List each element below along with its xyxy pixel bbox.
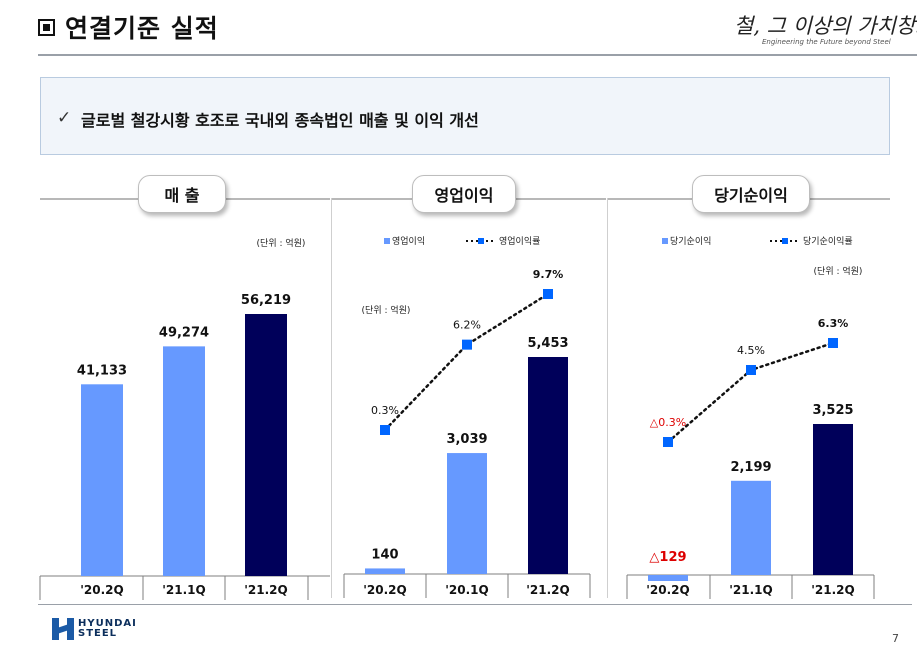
slogan-sub: Engineering the Future beyond Steel xyxy=(762,38,891,46)
bar-value-label-2-2: 3,525 xyxy=(812,403,853,418)
line-marker-2-1 xyxy=(746,365,756,375)
title-divider xyxy=(38,54,917,56)
bar-0-2 xyxy=(245,314,287,576)
page-number: 7 xyxy=(892,632,899,645)
category-label-2-1: '21.1Q xyxy=(729,583,772,597)
hyundai-steel-logo: HYUNDAI STEEL xyxy=(52,618,137,640)
line-series-2 xyxy=(666,341,835,444)
category-label-0-2: '21.2Q xyxy=(244,583,287,597)
bar-1-0 xyxy=(365,568,405,574)
line-marker-1-1 xyxy=(462,339,472,350)
summary-text: 글로벌 철강시황 호조로 국내외 종속법인 매출 및 이익 개선 xyxy=(81,111,479,130)
category-label-0-1: '21.1Q xyxy=(162,583,205,597)
page-title: 연결기준 실적 xyxy=(65,14,219,43)
bar-value-label-0-1: 49,274 xyxy=(159,325,209,340)
footer-divider xyxy=(38,604,912,605)
line-marker-2-2 xyxy=(828,338,838,348)
slogan-main: 철, 그 이상의 가치창조 xyxy=(734,14,917,38)
line-series-1 xyxy=(383,292,550,432)
summary-box: ✓ 글로벌 철강시황 호조로 국내외 종속법인 매출 및 이익 개선 xyxy=(40,77,890,155)
category-label-2-0: '20.2Q xyxy=(646,583,689,597)
category-label-2-2: '21.2Q xyxy=(811,583,854,597)
bar-2-1 xyxy=(731,480,771,575)
slogan: 철, 그 이상의 가치창조 Engineering the Future bey… xyxy=(730,8,917,52)
category-label-0-0: '20.2Q xyxy=(80,583,123,597)
bar-value-label-2-0: △129 xyxy=(649,550,686,565)
category-label-1-2: '21.2Q xyxy=(526,583,569,597)
legend-line-label-1: 영업이익률 xyxy=(499,235,540,247)
bar-1-2 xyxy=(528,357,568,574)
logo-line1: HYUNDAI xyxy=(78,618,137,629)
bar-0-0 xyxy=(81,384,123,576)
logo-line2: STEEL xyxy=(78,628,118,639)
line-marker-2-0 xyxy=(663,437,673,447)
tab-revenue: 매 출 xyxy=(138,175,226,213)
bar-2-2 xyxy=(813,424,853,575)
category-label-1-0: '20.2Q xyxy=(363,583,406,597)
tab-net-income: 당기순이익 xyxy=(692,175,810,213)
line-marker-1-2 xyxy=(543,289,553,299)
legend-bar-swatch-1 xyxy=(384,238,390,244)
bar-2-0 xyxy=(648,575,688,581)
bar-value-label-1-1: 3,039 xyxy=(446,432,487,447)
line-value-label-2-2: 6.3% xyxy=(818,317,849,330)
tab-operating-profit: 영업이익 xyxy=(412,175,516,213)
legend-bar-label-2: 당기순이익 xyxy=(670,235,711,247)
line-value-label-1-1: 6.2% xyxy=(453,319,481,332)
legend-line-marker-1 xyxy=(478,238,484,244)
bar-value-label-2-1: 2,199 xyxy=(730,460,771,475)
line-value-label-1-0: 0.3% xyxy=(371,404,399,417)
line-marker-1-0 xyxy=(380,425,390,435)
bar-value-label-0-2: 56,219 xyxy=(241,293,291,308)
line-value-label-2-1: 4.5% xyxy=(737,344,765,357)
bar-value-label-1-0: 140 xyxy=(371,547,398,562)
logo-mark-icon xyxy=(52,618,74,640)
panel-separator-1 xyxy=(331,198,332,598)
line-value-label-2-0: △0.3% xyxy=(650,416,686,429)
category-label-1-1: '20.1Q xyxy=(445,583,488,597)
title-bullet-icon xyxy=(38,18,55,36)
bar-value-label-1-2: 5,453 xyxy=(527,336,568,351)
unit-label-2: (단위 : 억원) xyxy=(814,265,863,277)
line-value-label-1-2: 9.7% xyxy=(533,268,564,281)
unit-label-1: (단위 : 억원) xyxy=(362,304,411,316)
legend-bar-label-1: 영업이익 xyxy=(392,235,425,247)
legend-bar-swatch-2 xyxy=(662,238,668,244)
bar-0-1 xyxy=(163,346,205,576)
bar-value-label-0-0: 41,133 xyxy=(77,363,127,378)
bar-1-1 xyxy=(447,453,487,574)
title-row: 연결기준 실적 xyxy=(38,10,219,44)
unit-label-0: (단위 : 억원) xyxy=(257,237,306,249)
legend-line-label-2: 당기순이익률 xyxy=(803,235,853,247)
legend-line-marker-2 xyxy=(782,238,788,244)
check-icon: ✓ xyxy=(57,108,72,128)
panel-separator-2 xyxy=(607,198,608,598)
